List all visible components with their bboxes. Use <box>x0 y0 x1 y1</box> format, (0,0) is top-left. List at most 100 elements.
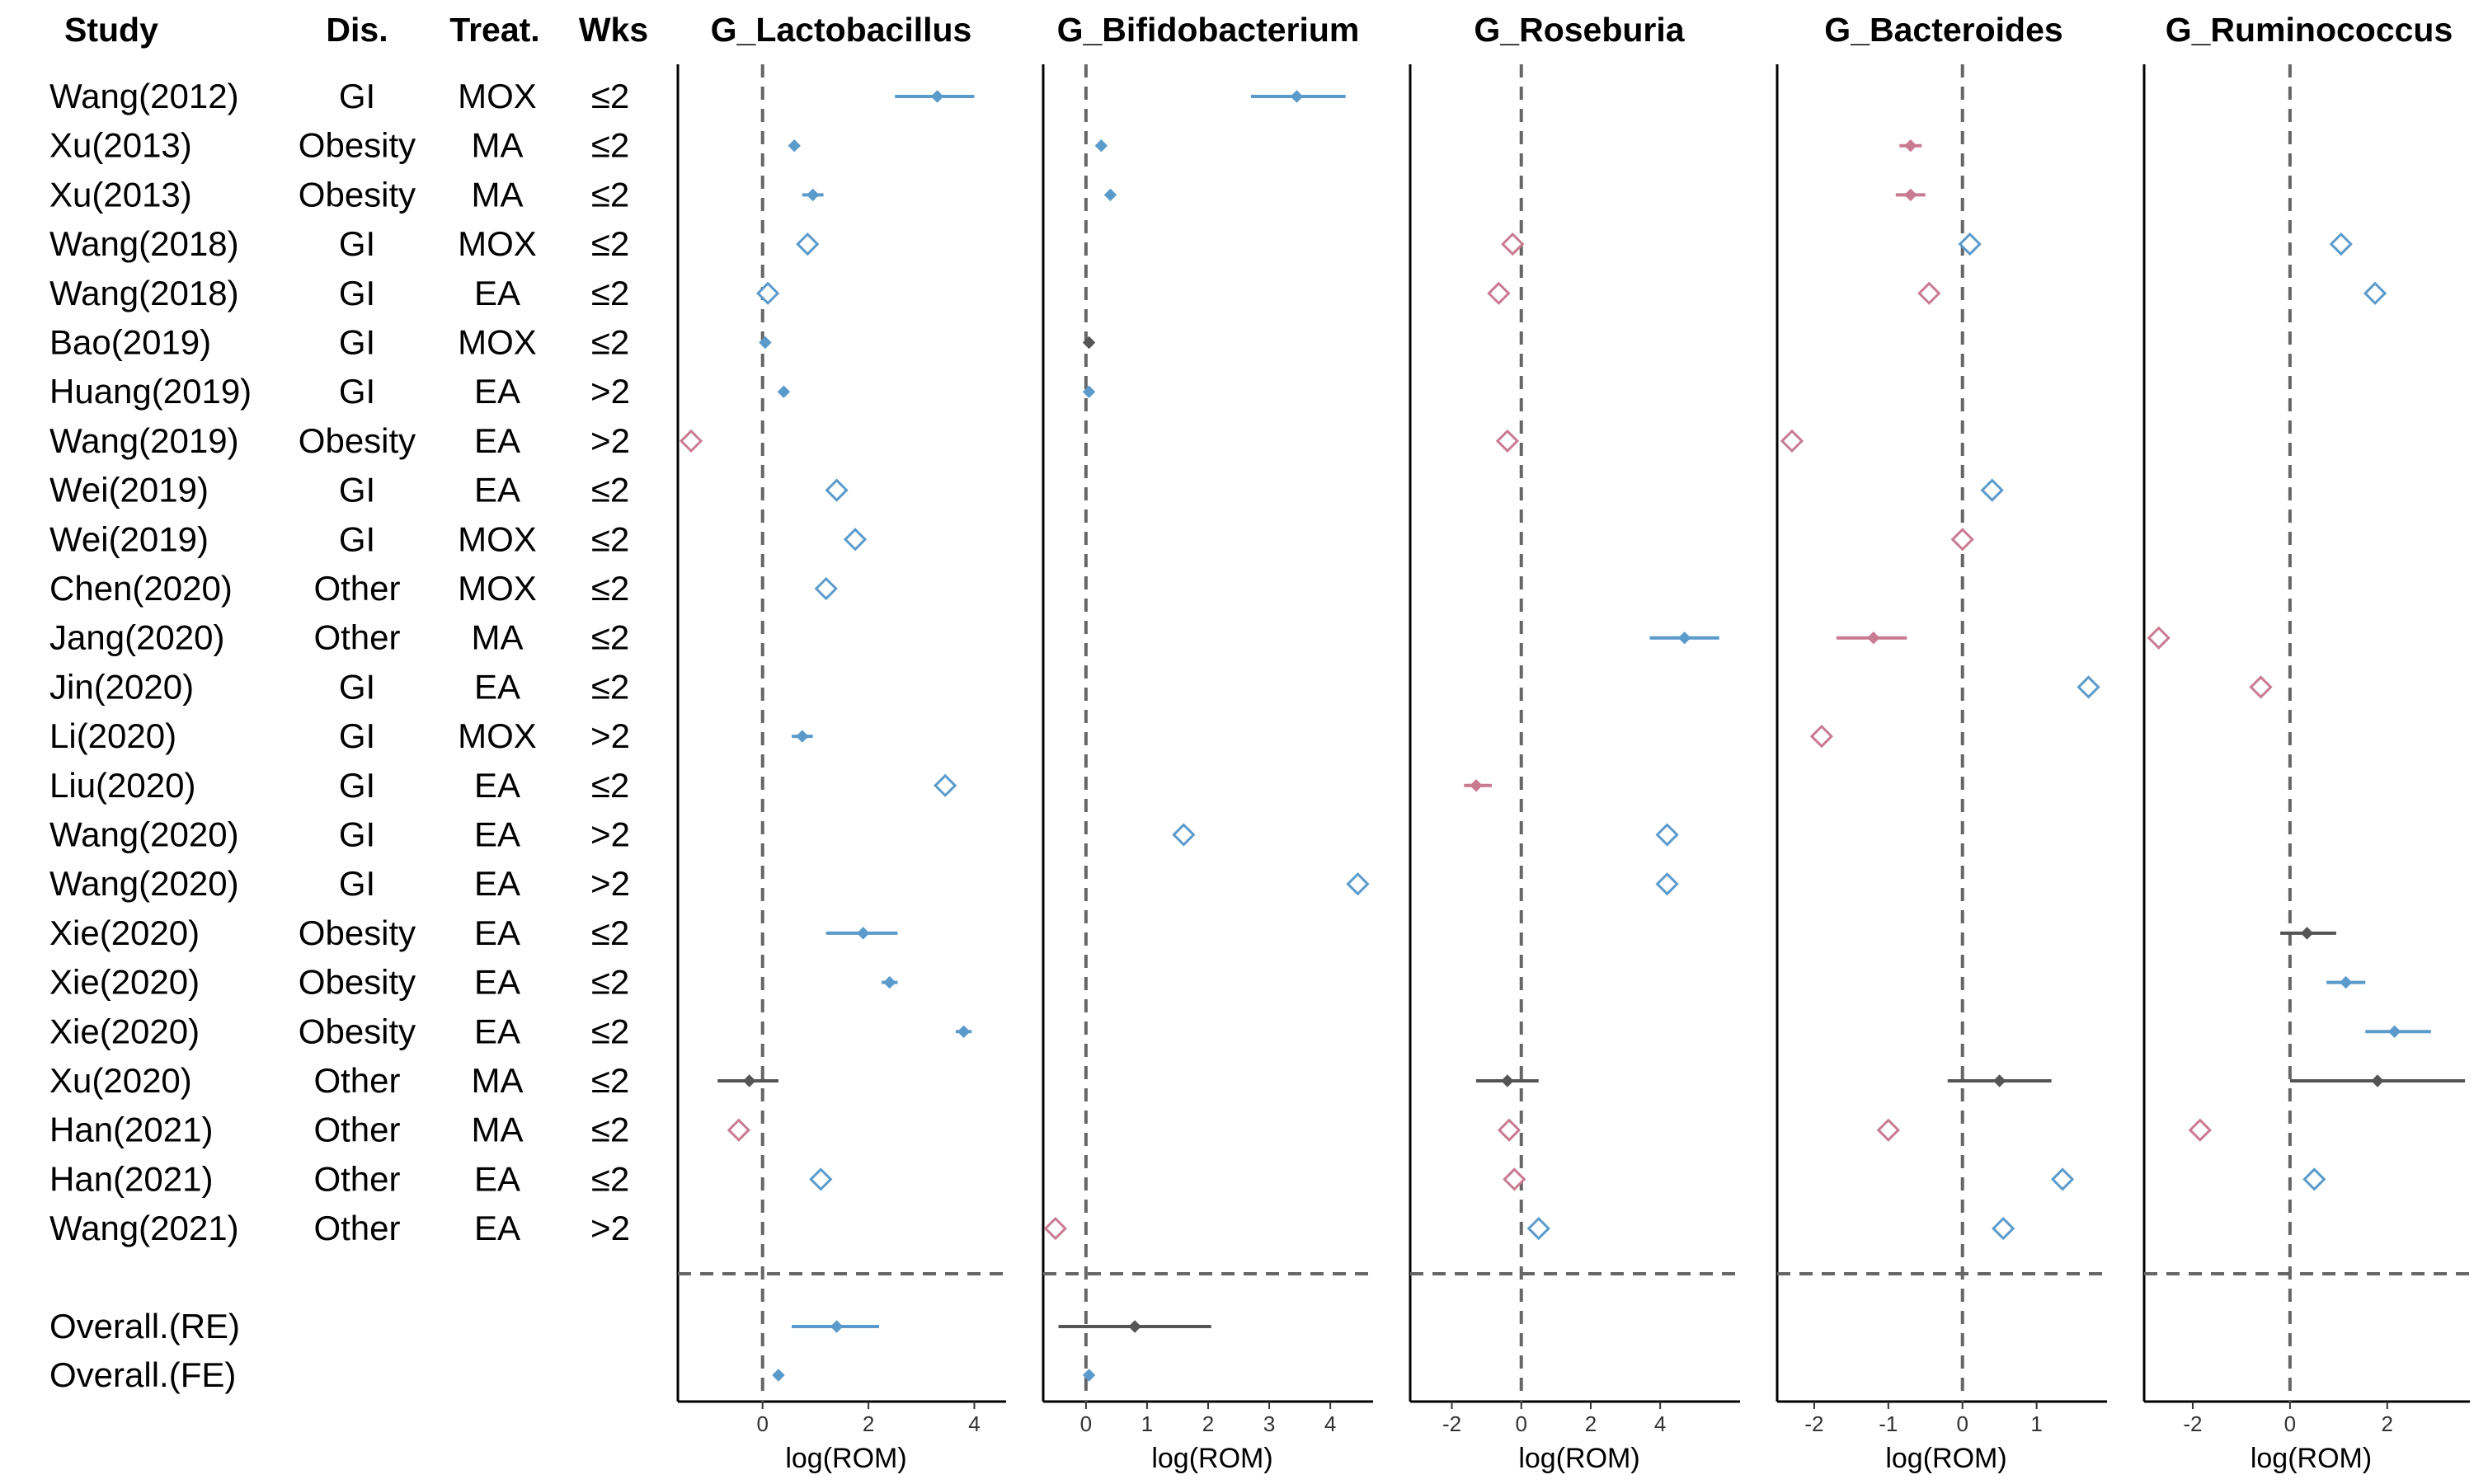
treatment-label: MOX <box>458 77 537 115</box>
weeks-label: ≤2 <box>591 224 629 263</box>
weeks-label: ≤2 <box>591 913 629 952</box>
estimate-marker <box>1677 631 1691 645</box>
treatment-label: MA <box>472 1111 524 1149</box>
estimate-marker <box>1655 872 1679 896</box>
overall-label: Overall.(RE) <box>49 1307 240 1345</box>
x-tick-label: 2 <box>2382 1411 2393 1436</box>
disease-label: Obesity <box>299 963 416 1002</box>
x-tick-label: 2 <box>1202 1411 1214 1436</box>
header-treatment: Treat. <box>449 11 539 49</box>
estimate-marker <box>2387 1025 2401 1039</box>
study-label: Wei(2019) <box>49 519 209 558</box>
study-label: Chen(2020) <box>49 569 233 608</box>
estimate-marker <box>930 90 944 103</box>
weeks-label: ≤2 <box>591 1061 629 1100</box>
estimate-marker <box>1904 188 1917 202</box>
disease-label: Other <box>313 1111 400 1149</box>
study-label: Bao(2019) <box>49 323 211 362</box>
disease-label: GI <box>339 519 375 558</box>
estimate-marker <box>796 232 820 256</box>
estimate-marker <box>2371 1074 2384 1087</box>
estimate-marker <box>796 730 809 743</box>
x-tick-label: -2 <box>1442 1411 1461 1436</box>
x-axis-label: log(ROM) <box>1151 1443 1272 1474</box>
disease-label: Other <box>313 1209 400 1247</box>
study-label: Wang(2020) <box>49 815 239 854</box>
estimate-marker <box>1503 1167 1526 1191</box>
treatment-label: EA <box>474 1209 520 1247</box>
estimate-marker <box>2188 1118 2212 1142</box>
estimate-marker <box>1526 1216 1550 1241</box>
overall-label: Overall.(FE) <box>49 1355 236 1394</box>
study-label: Wang(2018) <box>49 224 239 263</box>
estimate-marker <box>727 1118 750 1142</box>
estimate-marker <box>1128 1320 1141 1333</box>
study-label: Han(2021) <box>49 1111 213 1149</box>
estimate-marker <box>934 773 957 797</box>
header-disease: Dis. <box>326 11 388 49</box>
weeks-label: ≤2 <box>591 963 629 1002</box>
weeks-label: ≤2 <box>591 569 629 608</box>
estimate-marker <box>759 336 772 350</box>
estimate-marker <box>1172 823 1196 847</box>
estimate-marker <box>843 528 868 552</box>
study-label: Wei(2019) <box>49 471 209 510</box>
disease-label: Obesity <box>299 913 416 952</box>
disease-label: GI <box>339 815 375 854</box>
estimate-marker <box>1876 1118 1900 1142</box>
study-label: Xu(2020) <box>49 1061 192 1100</box>
weeks-label: ≤2 <box>591 519 629 558</box>
estimate-marker <box>856 927 870 940</box>
weeks-label: >2 <box>590 716 630 755</box>
study-label: Wang(2018) <box>49 274 239 312</box>
estimate-marker <box>2329 232 2353 256</box>
estimate-marker <box>2300 927 2314 940</box>
estimate-marker <box>1992 1074 2006 1087</box>
disease-label: GI <box>339 77 375 115</box>
weeks-label: ≤2 <box>591 471 629 510</box>
panel-title: G_Bifidobacterium <box>1057 11 1360 49</box>
estimate-marker <box>1655 823 1679 847</box>
estimate-marker <box>2050 1167 2075 1191</box>
estimate-marker <box>830 1320 844 1333</box>
treatment-label: EA <box>474 913 520 952</box>
panel-title: G_Lactobacillus <box>711 11 972 49</box>
estimate-marker <box>2147 626 2171 650</box>
estimate-marker <box>2302 1167 2326 1191</box>
x-tick-label: 3 <box>1263 1411 1275 1436</box>
forest-panel: G_Bacteroides -2 -1 0 1 log(ROM) <box>1776 11 2109 1474</box>
weeks-label: ≤2 <box>591 77 629 115</box>
treatment-label: EA <box>474 815 520 854</box>
disease-label: GI <box>339 667 375 706</box>
disease-label: GI <box>339 323 375 362</box>
treatment-label: EA <box>474 864 520 903</box>
treatment-label: MOX <box>458 224 537 263</box>
disease-label: GI <box>339 274 375 312</box>
estimate-marker <box>2363 281 2387 305</box>
estimate-marker <box>809 1167 833 1191</box>
study-label: Liu(2020) <box>49 766 195 805</box>
estimate-marker <box>788 139 801 153</box>
estimate-marker <box>1043 1216 1067 1241</box>
estimate-marker <box>1094 139 1108 153</box>
study-label: Xu(2013) <box>49 126 192 165</box>
estimate-marker <box>814 576 838 601</box>
x-tick-label: -1 <box>1879 1411 1898 1436</box>
weeks-label: ≤2 <box>591 274 629 312</box>
treatment-label: MA <box>472 126 524 165</box>
estimate-marker <box>1958 232 1982 256</box>
treatment-label: MOX <box>458 519 537 558</box>
treatment-label: EA <box>474 667 520 706</box>
estimate-marker <box>772 1369 785 1382</box>
treatment-label: MOX <box>458 716 537 755</box>
estimate-marker <box>1082 1369 1096 1382</box>
x-tick-label: 0 <box>1516 1411 1527 1436</box>
estimate-marker <box>1980 478 2004 502</box>
study-label: Wang(2012) <box>49 77 239 115</box>
disease-label: Other <box>313 569 400 608</box>
forest-panel: G_Bifidobacterium 0 1 2 3 4 log(ROM) <box>1042 11 1375 1474</box>
disease-label: Other <box>313 1061 400 1100</box>
study-label: Xie(2020) <box>49 1012 200 1050</box>
